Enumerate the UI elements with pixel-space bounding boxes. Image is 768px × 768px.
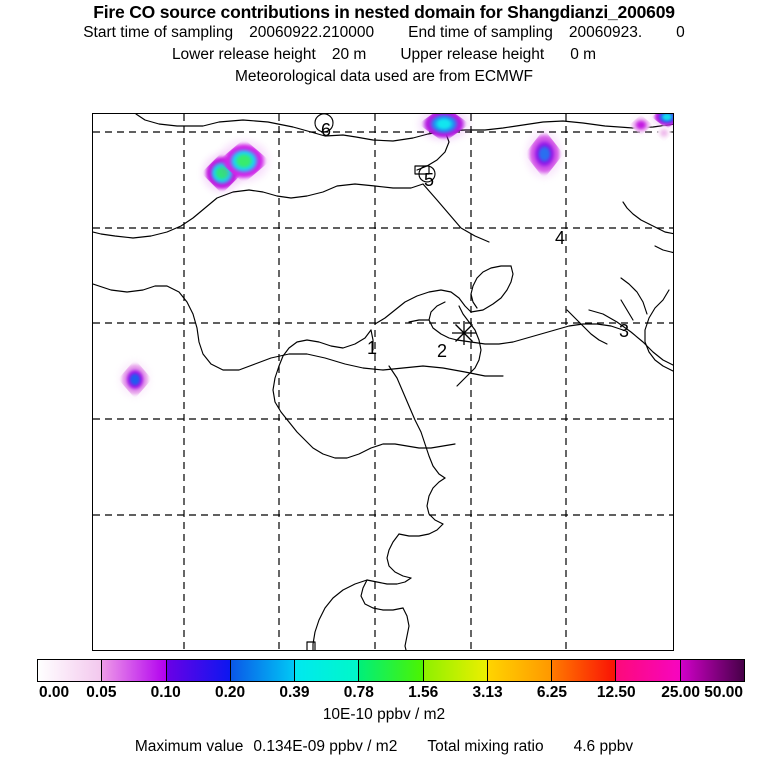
header-block: Fire CO source contributions in nested d… — [0, 0, 768, 88]
map-vector-layer: 6 5 4 3 2 1 — [93, 114, 673, 650]
colorbar-container — [37, 659, 745, 682]
colorbar-segment-5 — [359, 660, 424, 681]
station-marker-asterisk — [452, 321, 476, 345]
colorbar-segment-1 — [102, 660, 167, 681]
maximum-value: 0.134E-09 ppbv / m2 — [253, 738, 398, 755]
colorbar-tick-8: 6.25 — [536, 684, 567, 701]
colorbar-segment-0 — [38, 660, 103, 681]
region-label-5: 5 — [424, 170, 434, 190]
colorbar-tick-4: 0.39 — [279, 684, 310, 701]
colorbar-tick-3: 0.20 — [214, 684, 246, 701]
colorbar-tick-1: 0.05 — [86, 684, 117, 701]
start-time-label: Start time of sampling — [83, 24, 234, 41]
region-label-4: 4 — [555, 228, 565, 248]
colorbar-segment-8 — [552, 660, 617, 681]
colorbar-tick-7: 3.13 — [472, 684, 503, 701]
colorbar-tick-2: 0.10 — [150, 684, 181, 701]
map-region-labels: 6 5 4 3 2 1 — [321, 120, 629, 361]
region-label-1: 1 — [367, 338, 377, 358]
colorbar-tick-5: 0.78 — [343, 684, 374, 701]
total-mixing-ratio-value: 4.6 ppbv — [573, 738, 634, 755]
map-gridlines — [93, 114, 673, 650]
colorbar-tick-10: 25.00 — [661, 684, 701, 701]
meteorological-data-line: Meteorological data used are from ECMWF — [234, 68, 534, 85]
colorbar-segment-3 — [230, 660, 296, 681]
lower-release-height-value: 20 m — [331, 46, 367, 63]
end-time-value: 20060923. — [568, 24, 643, 41]
colorbar-segment-7 — [487, 660, 553, 681]
region-label-3: 3 — [619, 321, 629, 341]
start-time-value: 20060922.210000 — [249, 24, 375, 41]
colorbar-segment-6 — [423, 660, 488, 681]
colorbar-tick-labels: 0.00 0.05 0.10 0.20 0.39 0.78 1.56 3.13 6.25 12.5… — [0, 684, 768, 704]
colorbar-tick-0: 0.00 — [39, 684, 70, 701]
colorbar-unit-label: 10E-10 ppbv / m2 — [322, 706, 446, 723]
colorbar-segment-10 — [680, 660, 744, 681]
lower-release-height-label: Lower release height — [171, 46, 316, 63]
end-time-value-tail: 0 — [676, 24, 685, 41]
footer-summary: Maximum value 0.134E-09 ppbv / m2 Total mi… — [0, 738, 768, 756]
sampling-time-line: Start time of sampling 20060922.210000 End… — [0, 22, 768, 44]
colorbar-tick-11: 50.00 — [704, 684, 743, 701]
colorbar-segment-9 — [616, 660, 681, 681]
upper-release-height-value: 0 m — [570, 46, 597, 63]
map-plot-area[interactable]: 6 5 4 3 2 1 — [92, 113, 674, 651]
release-height-line: Lower release height 20 m Upper release he… — [0, 44, 768, 66]
maximum-value-label: Maximum value — [134, 738, 244, 755]
colorbar-tick-6: 1.56 — [408, 684, 439, 701]
region-label-6: 6 — [321, 120, 331, 140]
total-mixing-ratio-label: Total mixing ratio — [427, 738, 544, 755]
page-title: Fire CO source contributions in nested d… — [93, 2, 675, 22]
upper-release-height-label: Upper release height — [400, 46, 545, 63]
colorbar-segment-2 — [166, 660, 231, 681]
end-time-label: End time of sampling — [408, 24, 553, 41]
colorbar-tick-9: 12.50 — [596, 684, 636, 701]
region-label-2: 2 — [437, 341, 447, 361]
coastline-paths — [93, 114, 673, 650]
colorbar[interactable] — [37, 659, 745, 682]
colorbar-segment-4 — [295, 660, 360, 681]
